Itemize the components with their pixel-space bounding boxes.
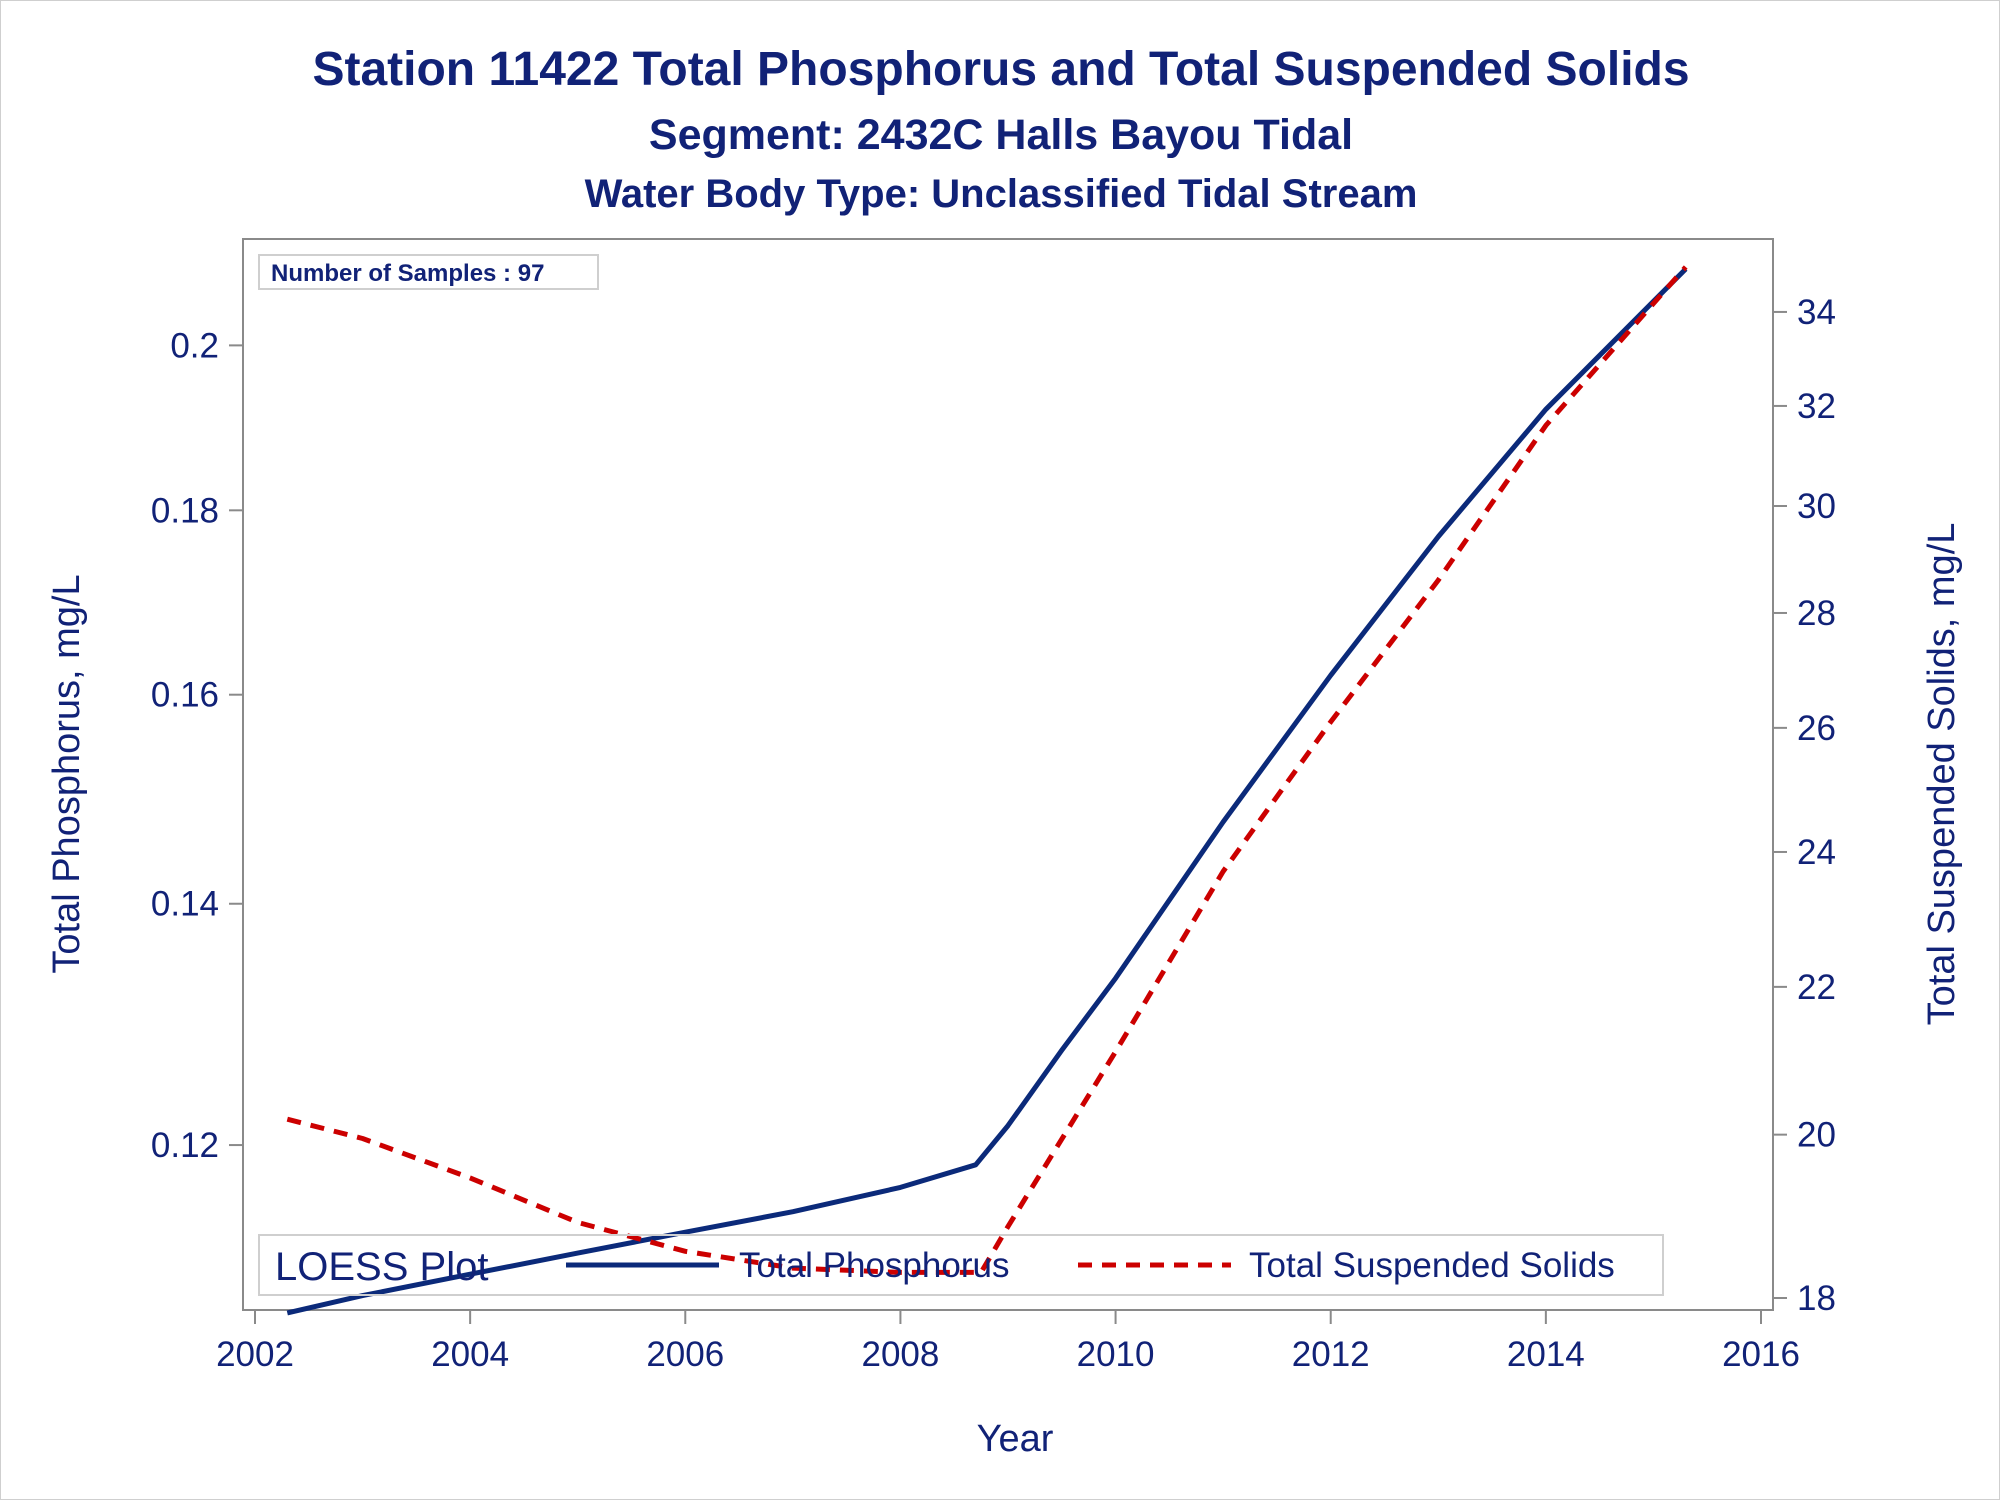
- legend-label-tss: Total Suspended Solids: [1249, 1246, 1615, 1285]
- y-tick-label: 0.12: [151, 1126, 219, 1165]
- x-tick-label: 2016: [1722, 1335, 1800, 1374]
- x-tick-label: 2014: [1507, 1335, 1585, 1374]
- y-axis-right-label: Total Suspended Solids, mg/L: [1921, 523, 1963, 1026]
- y-tick-label: 0.18: [151, 491, 219, 530]
- x-axis-label: Year: [977, 1418, 1054, 1460]
- series-line-total-suspended-solids: [286, 265, 1688, 1275]
- x-tick-label: 2006: [646, 1335, 724, 1374]
- y2-tick-label: 22: [1797, 968, 1836, 1007]
- y2-tick-label: 34: [1797, 293, 1836, 332]
- y-tick-label: 0.16: [151, 676, 219, 715]
- chart-subtitle-water-body: Water Body Type: Unclassified Tidal Stre…: [585, 172, 1418, 216]
- x-tick-label: 2010: [1077, 1335, 1155, 1374]
- y2-tick-label: 18: [1797, 1279, 1836, 1318]
- y-axis-left-label: Total Phosphorus, mg/L: [46, 574, 88, 973]
- y-axis-left: 0.12 0.14 0.16 0.18 0.2: [151, 326, 243, 1165]
- sample-count-box: [258, 254, 599, 290]
- y2-tick-label: 20: [1797, 1116, 1836, 1155]
- y2-tick-label: 32: [1797, 387, 1836, 426]
- y2-tick-label: 24: [1797, 833, 1836, 872]
- x-tick-label: 2008: [861, 1335, 939, 1374]
- x-tick-label: 2004: [431, 1335, 509, 1374]
- x-axis: 2002 2004 2006 2008 2010 2012 2014 2016: [216, 1310, 1800, 1374]
- chart-subtitle-segment: Segment: 2432C Halls Bayou Tidal: [649, 111, 1353, 159]
- y-tick-label: 0.14: [151, 885, 219, 924]
- legend-label-phosphorus: Total Phosphorus: [739, 1246, 1009, 1285]
- legend-title: LOESS Plot: [275, 1245, 488, 1289]
- plot-area: [242, 238, 1774, 1311]
- legend-box: [258, 1234, 1664, 1296]
- y-tick-label: 0.2: [170, 326, 219, 365]
- y2-tick-label: 26: [1797, 709, 1836, 748]
- chart-title: Station 11422 Total Phosphorus and Total…: [312, 43, 1689, 96]
- x-tick-label: 2002: [216, 1335, 294, 1374]
- sample-count-text: Number of Samples : 97: [271, 260, 544, 287]
- y-axis-right: 18 20 22 24 26 28 30 32 34: [1773, 293, 1836, 1318]
- y2-tick-label: 28: [1797, 594, 1836, 633]
- series-line-total-phosphorus: [286, 267, 1688, 1316]
- series-layer: [286, 265, 1688, 1316]
- y2-tick-label: 30: [1797, 487, 1836, 526]
- x-tick-label: 2012: [1292, 1335, 1370, 1374]
